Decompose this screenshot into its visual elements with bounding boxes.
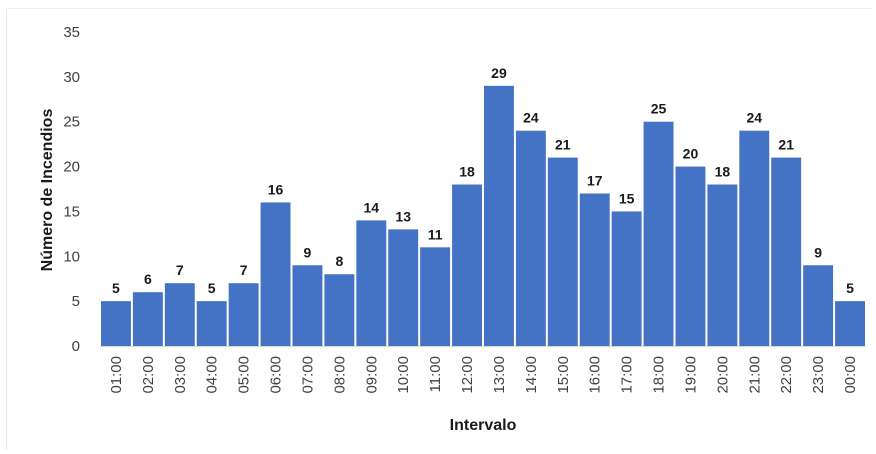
y-tick-label: 15 — [63, 203, 80, 220]
bar-value-label: 9 — [304, 244, 312, 260]
bar-value-label: 14 — [364, 199, 380, 215]
bar — [643, 121, 674, 346]
y-axis-title: Número de Incendios — [39, 109, 56, 272]
x-tick-label: 17:00 — [619, 356, 636, 394]
bar-value-label: 25 — [651, 101, 667, 117]
bar — [292, 265, 323, 346]
x-tick-label: 02:00 — [140, 356, 157, 394]
x-tick-label: 09:00 — [363, 356, 380, 394]
bar-value-label: 15 — [619, 190, 635, 206]
x-tick-label: 03:00 — [172, 356, 189, 394]
bar — [196, 301, 227, 346]
bar-value-label: 13 — [395, 208, 411, 224]
bars — [101, 85, 865, 346]
bar — [356, 220, 387, 346]
x-tick-label: 10:00 — [395, 356, 412, 394]
bar — [452, 184, 482, 346]
x-tick-label: 22:00 — [778, 356, 795, 394]
y-tick-label: 25 — [63, 114, 80, 131]
y-axis-ticks: 0 5 10 15 20 25 30 35 — [63, 24, 80, 355]
bar-value-label: 5 — [208, 280, 216, 296]
bar-value-label: 24 — [747, 110, 763, 126]
bar-value-label: 7 — [176, 262, 184, 278]
bar-value-label: 24 — [523, 110, 539, 126]
bar-value-label: 20 — [683, 146, 699, 162]
y-tick-label: 30 — [63, 69, 80, 86]
bar — [675, 166, 706, 346]
x-tick-label: 23:00 — [810, 356, 827, 394]
bar — [101, 301, 131, 346]
x-tick-label: 19:00 — [682, 356, 699, 394]
x-tick-label: 06:00 — [268, 356, 285, 394]
bar-value-label: 29 — [491, 65, 507, 81]
bar — [260, 202, 291, 346]
x-tick-label: 21:00 — [746, 356, 763, 394]
x-tick-label: 15:00 — [555, 356, 572, 394]
x-tick-label: 11:00 — [427, 356, 444, 392]
bar-value-label: 18 — [715, 164, 731, 180]
x-tick-label: 00:00 — [842, 356, 859, 394]
bar-value-label: 8 — [335, 253, 343, 269]
bar-value-label: 5 — [846, 280, 854, 296]
bar — [547, 157, 578, 346]
bar-value-label: 7 — [240, 262, 248, 278]
x-axis-title: Intervalo — [450, 417, 517, 434]
y-tick-label: 5 — [72, 293, 80, 310]
y-tick-label: 0 — [72, 338, 80, 355]
bar-value-label: 11 — [428, 226, 443, 242]
x-tick-label: 20:00 — [714, 356, 731, 394]
bar-value-label: 16 — [268, 181, 284, 197]
bar — [707, 184, 738, 346]
x-tick-label: 14:00 — [523, 356, 540, 394]
x-tick-label: 16:00 — [587, 356, 604, 394]
y-tick-label: 35 — [63, 24, 80, 41]
bar — [164, 283, 195, 346]
bar-value-label: 21 — [555, 137, 571, 153]
x-axis-ticks: 01:00 02:00 03:00 04:00 05:00 06:00 07:00 08:00… — [108, 356, 859, 394]
x-tick-label: 04:00 — [204, 356, 221, 394]
x-tick-label: 07:00 — [299, 356, 316, 394]
x-tick-label: 01:00 — [108, 356, 125, 394]
bar — [324, 274, 355, 346]
bar — [739, 130, 770, 346]
bar — [388, 229, 419, 346]
bar-value-label: 5 — [112, 280, 120, 296]
bar — [611, 211, 642, 346]
x-tick-label: 05:00 — [236, 356, 253, 394]
bar — [420, 247, 451, 346]
bar — [515, 130, 546, 346]
bar-value-label: 18 — [459, 164, 475, 180]
x-tick-label: 12:00 — [459, 356, 476, 394]
bar — [484, 85, 514, 346]
x-tick-label: 08:00 — [331, 356, 348, 394]
y-tick-label: 10 — [63, 248, 80, 265]
bar — [228, 283, 259, 346]
bar-value-label: 6 — [144, 271, 152, 287]
bar — [771, 157, 802, 346]
bar-value-label: 17 — [587, 172, 603, 188]
data-labels: 5 6 7 5 7 16 9 8 14 13 11 18 29 24 21 17 15 25 20 18 24 21 9 5 — [112, 65, 854, 296]
bar-value-label: 9 — [814, 244, 822, 260]
bar — [132, 292, 163, 346]
bar — [579, 193, 610, 346]
x-tick-label: 13:00 — [491, 356, 508, 394]
bar-value-label: 21 — [778, 137, 794, 153]
bar — [803, 265, 834, 346]
y-tick-label: 20 — [63, 159, 80, 176]
x-tick-label: 18:00 — [651, 356, 668, 394]
bar — [835, 301, 865, 346]
